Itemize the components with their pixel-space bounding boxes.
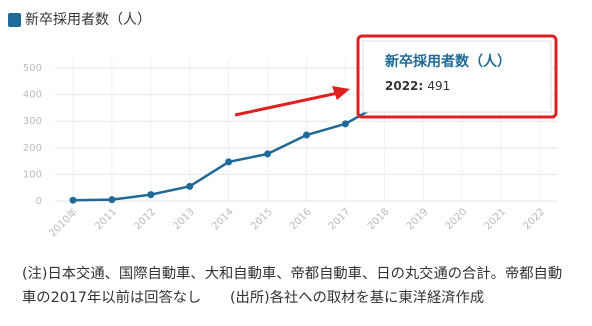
data-point: [186, 182, 194, 190]
x-tick-label: 2016: [288, 206, 314, 232]
data-point: [108, 196, 116, 204]
chart: 新卒採用者数（人） 0 100 200 300 400 500 2010年 2011 2012 2…: [8, 12, 558, 239]
tooltip-title: 新卒採用者数（人）: [385, 53, 511, 70]
tooltip-body: 2022: 491: [385, 79, 450, 93]
x-tick-label: 2021: [483, 206, 509, 232]
x-tick-label: 2017: [327, 206, 353, 232]
tooltip-category: 2022: [385, 79, 418, 93]
x-tick-label: 2015: [249, 206, 275, 232]
legend-label: 新卒採用者数（人）: [25, 12, 151, 28]
data-point: [264, 150, 272, 158]
data-point: [147, 191, 155, 199]
x-tick-label: 2020: [444, 206, 470, 232]
data-point: [225, 158, 233, 166]
y-tick-label: 500: [23, 63, 42, 74]
x-tick-label: 2018: [366, 206, 392, 232]
footnote: (注)日本交通、国際自動車、大和自動車、帝都自動車、日の丸交通の合計。帝都自動車…: [22, 266, 563, 306]
x-tick-label: 2013: [171, 206, 197, 232]
highlight-box: [356, 34, 558, 119]
data-point: [341, 120, 349, 128]
y-tick-label: 200: [23, 143, 42, 154]
x-tick-label: 2022: [521, 206, 547, 232]
x-tick-label: 2012: [132, 206, 158, 232]
data-point: [303, 131, 310, 139]
x-tick-label: 2011: [93, 206, 119, 232]
x-tick-label: 2019: [405, 206, 431, 232]
y-tick-label: 400: [23, 90, 42, 101]
arrow-head: [332, 86, 350, 100]
x-tick-label: 2010年: [46, 205, 80, 239]
arrow: [234, 91, 339, 117]
x-tick-label: 2014: [210, 206, 236, 232]
tooltip: [362, 40, 552, 113]
data-point: [69, 196, 77, 204]
y-tick-label: 300: [23, 116, 42, 127]
tooltip-value: 491: [427, 79, 450, 93]
legend-swatch: [8, 13, 21, 27]
y-tick-label: 0: [36, 196, 42, 207]
y-tick-label: 100: [23, 169, 42, 180]
